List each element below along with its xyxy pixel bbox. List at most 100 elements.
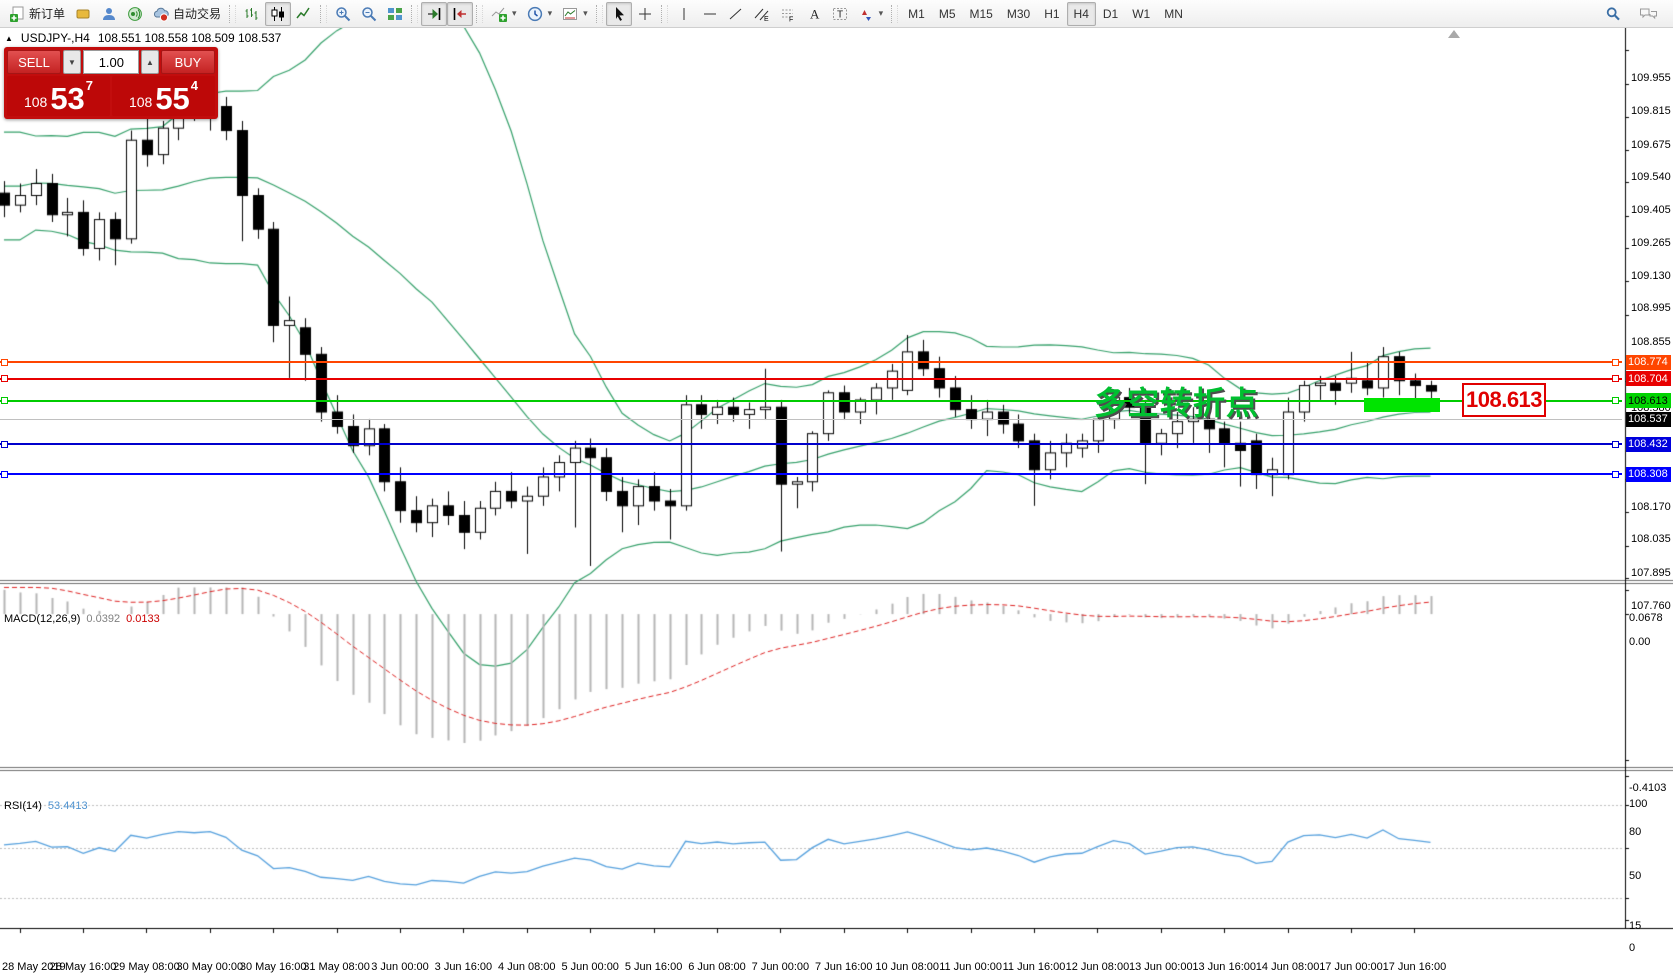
chart-shift-marker[interactable] [1448, 30, 1460, 38]
timeframe-tf-m1-button[interactable]: M1 [901, 2, 932, 26]
horizontal-line-108.308[interactable] [0, 473, 1622, 476]
candlestick-chart-icon [270, 6, 286, 22]
new-order-icon [9, 6, 25, 22]
market-watch-button[interactable] [70, 2, 96, 26]
line-endpoint-marker[interactable] [1, 440, 8, 448]
buy-button[interactable]: BUY [161, 50, 215, 74]
toolbar-separator [229, 4, 237, 23]
line-endpoint-marker[interactable] [1612, 470, 1619, 478]
candlestick-chart-button[interactable] [265, 1, 292, 26]
line-chart-icon [296, 6, 312, 22]
fibonacci-button[interactable]: F [775, 2, 801, 26]
toolbar-separator [411, 4, 419, 23]
horizontal-line-108.774[interactable] [0, 361, 1622, 364]
line-endpoint-marker[interactable] [1, 375, 8, 383]
equidistant-channel-button[interactable]: E [749, 2, 775, 26]
line-chart-button[interactable] [291, 2, 317, 26]
buy-price[interactable]: 108 55 4 [112, 76, 215, 116]
crosshair-button[interactable] [632, 2, 658, 26]
tile-windows-button[interactable] [382, 2, 408, 26]
price-badge-108.613: 108.613 [1626, 393, 1671, 409]
volume-field[interactable]: 1.00 [83, 50, 139, 74]
dropdown-arrow-icon[interactable]: ▾ [878, 8, 884, 18]
line-endpoint-marker[interactable] [1, 397, 8, 405]
symbol-ohlc: 108.551 108.558 108.509 108.537 [97, 31, 282, 45]
sell-button[interactable]: SELL [7, 50, 61, 74]
line-endpoint-marker[interactable] [1612, 375, 1619, 383]
timeframe-tf-m30-button[interactable]: M30 [1000, 2, 1037, 26]
vertical-line-icon [676, 6, 692, 22]
turning-point-annotation[interactable]: 多空转折点 [1094, 385, 1260, 421]
toolbar-group: E F A T ▾ [671, 1, 889, 27]
zoom-out-button[interactable] [356, 2, 382, 26]
new-order-button[interactable]: 新订单 [4, 2, 70, 26]
text-button[interactable]: A [801, 2, 827, 26]
button-label: W1 [1132, 6, 1151, 21]
time-axis-label: 6 Jun 08:00 [688, 961, 746, 973]
tile-windows-icon [387, 6, 403, 22]
svg-text:E: E [764, 16, 769, 22]
profiles-button[interactable] [96, 2, 122, 26]
line-endpoint-marker[interactable] [1612, 440, 1619, 448]
timeframe-tf-w1-button[interactable]: W1 [1125, 2, 1157, 26]
time-axis-label: 13 Jun 00:00 [1128, 961, 1193, 973]
timeframe-tf-mn-button[interactable]: MN [1157, 2, 1190, 26]
dropdown-arrow-icon[interactable]: ▾ [583, 8, 588, 18]
line-endpoint-marker[interactable] [1, 470, 8, 478]
auto-scroll-button[interactable] [421, 1, 448, 26]
buy-price-handle: 108 [128, 94, 153, 110]
volume-down-button[interactable]: ▼ [63, 50, 81, 74]
vertical-line-button[interactable] [671, 2, 697, 26]
timeframe-tf-h4-button[interactable]: H4 [1066, 1, 1096, 26]
timeframe-tf-m15-button[interactable]: M15 [963, 2, 1000, 26]
sell-price-handle: 108 [23, 94, 48, 110]
timeframe-tf-d1-button[interactable]: D1 [1096, 2, 1125, 26]
periods-button[interactable]: ▾ [522, 2, 558, 26]
line-endpoint-marker[interactable] [1, 358, 8, 366]
timeframe-tf-m5-button[interactable]: M5 [932, 2, 963, 26]
zoom-in-button[interactable] [330, 2, 356, 26]
indicators-button[interactable]: ▾ [486, 2, 522, 26]
text-label-button[interactable]: T [827, 2, 853, 26]
line-endpoint-marker[interactable] [1612, 397, 1619, 405]
y-axis-label: 109.955 [1631, 71, 1671, 84]
auto-trading-button[interactable]: 自动交易 [148, 2, 226, 26]
line-endpoint-marker[interactable] [1612, 358, 1619, 366]
bar-chart-button[interactable] [239, 2, 265, 26]
collapse-triangle-icon[interactable]: ▲ [5, 33, 13, 43]
horizontal-line-108.613[interactable] [0, 399, 1622, 402]
time-axis[interactable]: 28 May 2019 28 May 16:00 29 May 08:00 30 Ma… [0, 956, 1673, 978]
time-axis-label: 7 Jun 16:00 [815, 961, 873, 973]
trendline-button[interactable] [723, 2, 749, 26]
dropdown-arrow-icon[interactable]: ▾ [547, 8, 553, 18]
arrows-button[interactable]: ▾ [853, 2, 889, 26]
chat-button[interactable] [1634, 2, 1663, 26]
chart-canvas[interactable] [0, 28, 1673, 950]
chart-shift-button[interactable] [447, 1, 474, 26]
chart-area: ▲ USDJPY-,H4 108.551 108.558 108.509 108… [0, 28, 1673, 973]
dropdown-arrow-icon[interactable]: ▾ [512, 8, 517, 18]
timeframe-tf-h1-button[interactable]: H1 [1037, 2, 1066, 26]
toolbar: 新订单 自动交易 ▾ ▾ ▾ E F A T ▾ M1 M5 M15 M30 H1 H4 D1 W1 MN [0, 0, 1673, 28]
time-axis-label: 13 Jun 16:00 [1192, 961, 1256, 973]
y-axis-label: 109.675 [1631, 138, 1671, 151]
sell-price[interactable]: 108 53 7 [7, 76, 110, 116]
horizontal-line-108.537[interactable] [0, 418, 1622, 420]
volume-up-button[interactable]: ▲ [141, 50, 159, 74]
time-axis-label: 29 May 08:00 [113, 961, 180, 973]
button-label: MN [1164, 6, 1183, 21]
rsi-axis-label: 50 [1629, 869, 1642, 882]
highlight-rectangle[interactable] [1364, 397, 1440, 413]
price-callout-label[interactable]: 108.613 [1462, 383, 1547, 417]
macd-axis-label: 0.0678 [1629, 611, 1663, 624]
search-button[interactable] [1600, 2, 1626, 26]
cursor-button[interactable] [605, 1, 632, 26]
horizontal-line-button[interactable] [697, 2, 723, 26]
toolbar-right [1600, 2, 1669, 26]
templates-button[interactable]: ▾ [557, 2, 593, 26]
horizontal-line-108.704[interactable] [0, 377, 1622, 380]
navigator-button[interactable] [122, 2, 148, 26]
time-axis-label: 3 Jun 16:00 [434, 961, 493, 973]
horizontal-line-108.432[interactable] [0, 443, 1622, 446]
fibonacci-icon: F [780, 6, 796, 22]
